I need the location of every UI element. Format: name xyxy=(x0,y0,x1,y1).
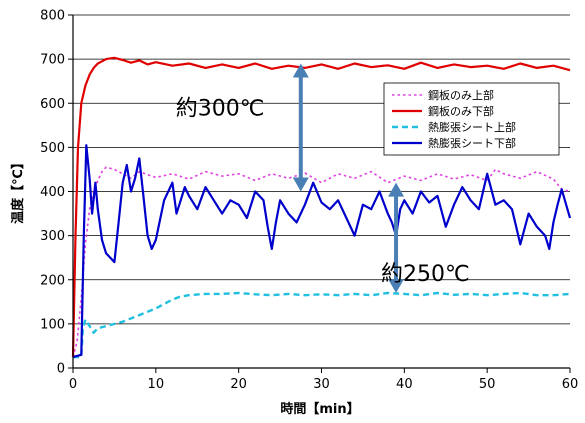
y-tick-label: 0 xyxy=(57,362,65,377)
x-tick-label: 60 xyxy=(562,377,579,392)
series-line-4 xyxy=(72,144,572,359)
x-tick-label: 50 xyxy=(479,377,496,392)
y-tick-label: 600 xyxy=(40,97,65,112)
series-lines xyxy=(71,56,572,359)
arrow-head-up xyxy=(292,63,309,78)
x-tick-label: 10 xyxy=(148,377,165,392)
arrow-head-up xyxy=(388,182,405,197)
y-tick-label: 800 xyxy=(40,9,65,24)
x-tick-label: 20 xyxy=(230,377,247,392)
difference-label: 約300℃ xyxy=(176,97,265,122)
y-tick-label: 400 xyxy=(40,185,65,200)
x-tick-labels: 0 10 20 30 40 50 60 xyxy=(69,377,578,392)
legend-label: 熱膨張シート上部 xyxy=(428,120,516,134)
arrow-head-down xyxy=(292,177,309,192)
legend-label: 熱膨張シート下部 xyxy=(428,136,516,150)
annotations: 約300℃ 約250℃ xyxy=(176,63,470,293)
series-line-1 xyxy=(72,166,571,358)
axes xyxy=(68,14,571,373)
x-tick-label: 0 xyxy=(69,377,77,392)
series-line-2 xyxy=(71,56,571,358)
y-tick-label: 300 xyxy=(40,229,65,244)
y-tick-labels: 0 100 200 300 400 500 600 700 800 xyxy=(40,9,65,377)
x-axis-label: 時間【min】 xyxy=(280,401,359,417)
y-tick-label: 500 xyxy=(40,141,65,156)
difference-label: 約250℃ xyxy=(381,262,470,287)
x-tick-label: 30 xyxy=(313,377,330,392)
legend-label: 鋼板のみ下部 xyxy=(428,104,494,118)
y-tick-label: 700 xyxy=(40,53,65,68)
arrow-head-down xyxy=(388,278,405,293)
grid-lines xyxy=(73,14,570,325)
y-tick-label: 200 xyxy=(40,273,65,288)
y-axis-label: 温度【℃】 xyxy=(10,156,26,224)
y-tick-label: 100 xyxy=(40,317,65,332)
x-tick-label: 40 xyxy=(396,377,413,392)
series-line-3 xyxy=(73,291,571,359)
legend-label: 鋼板のみ上部 xyxy=(428,88,494,102)
